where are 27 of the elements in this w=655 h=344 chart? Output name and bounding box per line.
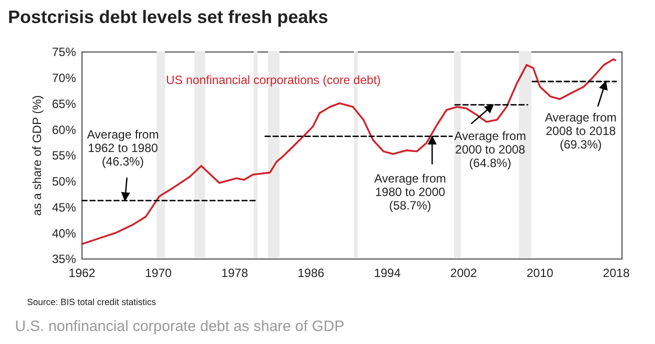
y-tick-label: 35% xyxy=(52,252,76,266)
y-tick-label: 45% xyxy=(52,200,76,214)
text: US nonfinancial corporations (core debt) xyxy=(166,73,381,87)
annotation: Average from 2008 to 2018 (69.3%) xyxy=(544,110,617,152)
y-tick-label: 55% xyxy=(52,148,76,163)
annotation: Average from 2000 to 2008 (64.8%) xyxy=(454,128,526,170)
text: U.S. nonfinancial corporate debt as share of GDP xyxy=(15,318,344,335)
chart-title: Postcrisis debt levels set fresh peaks xyxy=(8,7,328,27)
y-tick-label: 50% xyxy=(52,174,76,189)
annotation: Average from 1962 to 1980 (46.3%) xyxy=(87,128,159,169)
x-tick-label: 1986 xyxy=(298,266,325,280)
x-tick-label: 1994 xyxy=(374,266,401,280)
source-note: Source: BIS total credit statistics xyxy=(27,297,157,307)
x-tick-label: 1962 xyxy=(68,266,96,280)
y-tick-label: 70% xyxy=(52,71,76,86)
x-tick-label: 1970 xyxy=(144,266,172,280)
y-tick-label: 65% xyxy=(52,96,76,111)
x-tick-label: 2002 xyxy=(450,266,478,280)
y-tick-label: 75% xyxy=(52,45,76,60)
y-axis-title: as a share of GDP (%) xyxy=(30,95,44,216)
x-tick-label: 1978 xyxy=(221,266,248,280)
y-tick-label: 60% xyxy=(52,122,76,137)
y-tick-label: 40% xyxy=(52,226,76,240)
annotation: Average from 1980 to 2000 (58.7%) xyxy=(374,171,446,212)
x-tick-label: 2018 xyxy=(602,266,630,280)
x-tick-label: 2010 xyxy=(526,266,554,280)
line-series xyxy=(81,58,616,245)
